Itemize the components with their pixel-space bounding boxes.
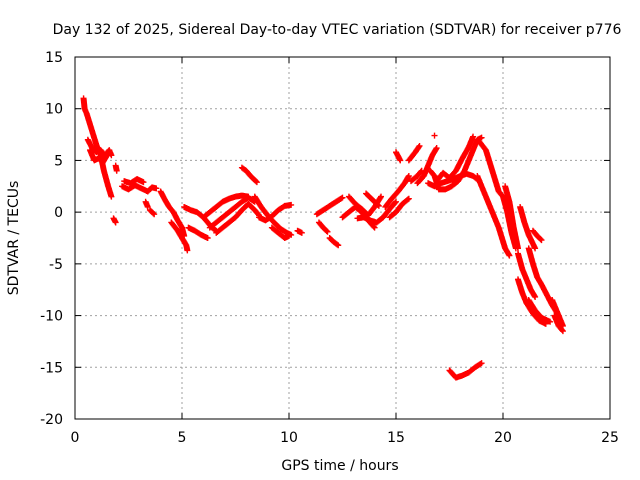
y-tick-label: -20 xyxy=(40,412,63,428)
data-point-track xyxy=(514,250,539,300)
x-tick-label: 20 xyxy=(494,430,512,446)
y-tick-label: 0 xyxy=(54,205,63,221)
data-point-track xyxy=(146,207,158,218)
data-point-track xyxy=(313,194,346,218)
data-point-track xyxy=(382,172,412,210)
x-tick-label: 10 xyxy=(280,430,298,446)
data-point-track xyxy=(433,133,477,185)
data-point-track xyxy=(517,203,539,252)
data-point-track xyxy=(551,312,566,335)
data-point-track xyxy=(121,176,147,187)
data-point-track xyxy=(386,195,412,221)
data-point-track xyxy=(326,235,342,249)
y-tick-label: 10 xyxy=(45,102,63,118)
data-point-track xyxy=(446,360,485,381)
data-point-track xyxy=(213,200,263,236)
data-point-track xyxy=(157,188,188,239)
axis-ticks: 0 5 10 15 20 25 15 10 5 0 -5 -10 -15 -20 xyxy=(40,50,619,446)
data-point-track xyxy=(238,164,260,186)
data-point-track xyxy=(185,224,211,241)
x-tick-label: 15 xyxy=(387,430,405,446)
data-point-track xyxy=(393,149,404,164)
y-tick-label: -10 xyxy=(40,309,63,325)
data-point-track xyxy=(345,193,385,219)
data-point-track xyxy=(112,162,120,174)
data-point-track xyxy=(529,227,545,244)
data-point-track xyxy=(256,201,295,224)
x-tick-label: 25 xyxy=(601,430,619,446)
data-point-track xyxy=(474,172,513,259)
data-point-track xyxy=(110,215,119,226)
data-point-track xyxy=(294,227,305,236)
data-point-track xyxy=(525,297,554,325)
data-point-track xyxy=(119,182,160,195)
data-point-track xyxy=(405,142,423,164)
y-tick-label: -5 xyxy=(49,257,63,273)
x-tick-label: 0 xyxy=(71,430,80,446)
data-point-track xyxy=(431,132,438,139)
y-tick-label: 15 xyxy=(45,50,63,66)
x-axis-label: GPS time / hours xyxy=(281,458,398,474)
y-tick-label: -15 xyxy=(40,360,63,376)
x-tick-label: 5 xyxy=(178,430,187,446)
data-point-track xyxy=(86,147,111,166)
data-point-track xyxy=(268,224,292,241)
data-point-track xyxy=(200,192,252,221)
data-point-track xyxy=(514,276,549,327)
data-point-track xyxy=(407,167,425,185)
y-axis-label: SDTVAR / TECUs xyxy=(6,181,22,296)
data-point-track xyxy=(502,183,521,252)
plot-frame xyxy=(74,56,611,420)
data-point-track xyxy=(363,190,382,209)
data-point-track xyxy=(354,198,399,226)
data-point-track xyxy=(549,297,566,329)
chart-title: Day 132 of 2025, Sidereal Day-to-day VTE… xyxy=(53,22,622,38)
data-point-track xyxy=(168,219,191,254)
data-point-track xyxy=(142,198,151,210)
data-point-track xyxy=(206,194,258,231)
data-points xyxy=(80,95,566,381)
y-tick-label: 5 xyxy=(54,153,63,169)
data-point-track xyxy=(315,219,331,235)
data-point-track xyxy=(414,145,440,187)
data-point-track xyxy=(476,138,519,252)
